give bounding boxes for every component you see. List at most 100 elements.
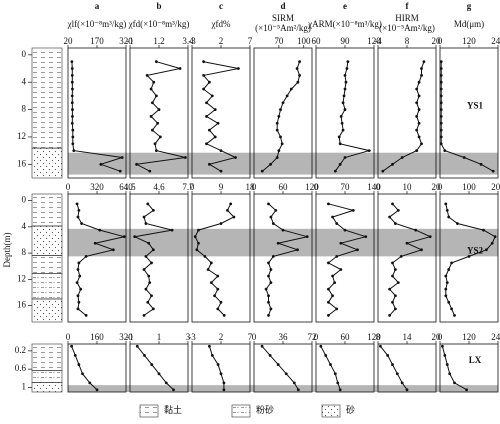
data-point <box>395 372 399 376</box>
data-point <box>343 228 347 232</box>
data-point <box>279 135 282 139</box>
data-point <box>277 115 281 118</box>
x-tick-label: 100 <box>297 36 311 46</box>
data-point <box>157 372 161 376</box>
data-point <box>485 248 488 252</box>
data-point <box>77 261 81 265</box>
data-point <box>417 80 421 84</box>
profile-line <box>261 345 299 390</box>
x-tick-label: 120 <box>367 332 381 342</box>
data-point <box>439 128 443 132</box>
data-point <box>154 60 158 64</box>
data-point <box>72 149 76 153</box>
data-point <box>156 121 160 125</box>
data-point <box>71 115 74 118</box>
data-point <box>145 73 149 77</box>
data-point <box>135 344 139 348</box>
x-tick-label: 120 <box>367 36 381 46</box>
profile-line <box>388 203 432 316</box>
y-tick-label: 12 <box>17 131 26 141</box>
data-point <box>208 128 211 132</box>
data-point <box>415 128 419 132</box>
data-point <box>364 235 368 239</box>
x-tick-label: 20 <box>432 36 442 46</box>
data-point <box>298 73 301 77</box>
x-tick-label: 0 <box>252 332 257 342</box>
data-point <box>339 268 343 271</box>
data-point <box>78 274 82 278</box>
x-tick-label: 20 <box>432 332 442 342</box>
data-point <box>439 67 443 70</box>
data-point <box>331 294 334 298</box>
x-tick-label: 10 <box>403 182 413 192</box>
data-point <box>202 60 206 64</box>
x-tick-label: 7 <box>248 332 253 342</box>
data-point <box>296 248 299 252</box>
data-point <box>269 307 273 311</box>
x-tick-label: 0 <box>190 182 195 192</box>
data-point <box>344 80 348 84</box>
data-point <box>208 162 211 166</box>
data-point <box>267 294 270 298</box>
data-point <box>444 294 448 298</box>
data-point <box>417 108 421 111</box>
data-point <box>151 248 155 252</box>
data-point <box>208 80 211 84</box>
data-point <box>213 108 217 111</box>
panel-letter: b <box>156 1 161 11</box>
legend-label: 砂 <box>346 404 355 415</box>
data-point <box>275 128 279 132</box>
data-point <box>93 241 97 245</box>
x-tick-label: 20 <box>64 36 74 46</box>
data-point <box>439 115 443 118</box>
data-point <box>391 202 394 206</box>
profile-line <box>194 203 235 316</box>
x-tick-label: 36 <box>279 332 289 342</box>
data-point <box>73 354 77 357</box>
panel-frame <box>377 343 437 393</box>
section-name: YS2 <box>467 246 484 256</box>
data-point <box>491 169 495 173</box>
data-point <box>79 287 83 291</box>
data-point <box>447 215 451 219</box>
profile-line <box>327 203 368 316</box>
data-point <box>296 388 300 392</box>
legend-swatch <box>321 404 341 418</box>
data-point <box>205 101 208 105</box>
data-point <box>295 67 299 70</box>
data-point <box>154 149 158 153</box>
y-tick-label: 16 <box>17 300 27 310</box>
data-point <box>420 248 423 252</box>
panel-frame <box>253 343 313 393</box>
data-point <box>269 215 273 219</box>
data-point <box>210 94 214 98</box>
data-point <box>445 209 449 212</box>
data-point <box>70 94 74 98</box>
data-point <box>285 94 289 98</box>
data-point <box>237 67 240 70</box>
data-point <box>391 274 394 278</box>
data-point <box>197 241 200 245</box>
data-point <box>439 73 443 77</box>
data-point <box>84 314 88 317</box>
panel-frame <box>67 193 127 323</box>
data-point <box>356 248 359 252</box>
data-point <box>388 215 391 219</box>
y-tick-label: 0 <box>22 195 27 205</box>
data-point <box>444 202 448 206</box>
data-point <box>75 281 79 285</box>
data-point <box>343 73 347 77</box>
data-point <box>70 344 74 348</box>
x-tick-label: 60 <box>341 332 351 342</box>
panel-letter: a <box>95 1 100 11</box>
x-tick-label: 1 <box>157 332 162 342</box>
data-point <box>213 294 216 298</box>
data-point <box>275 156 279 159</box>
y-tick-label: 16 <box>17 158 27 168</box>
x-tick-label: 120 <box>462 332 476 342</box>
data-point <box>216 363 220 366</box>
data-point <box>342 94 346 98</box>
x-tick-label: 2 <box>219 332 224 342</box>
data-point <box>391 261 394 265</box>
data-point <box>111 248 115 252</box>
